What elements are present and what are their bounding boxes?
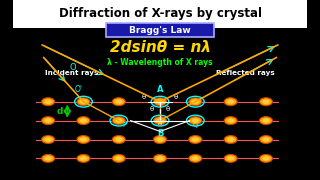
Circle shape (227, 118, 234, 123)
Text: λ - Wavelength of X rays: λ - Wavelength of X rays (107, 58, 213, 67)
Text: d: d (57, 107, 63, 116)
Circle shape (192, 100, 199, 104)
Circle shape (224, 117, 237, 125)
Circle shape (262, 100, 269, 104)
Circle shape (189, 154, 202, 162)
Circle shape (192, 137, 199, 142)
Circle shape (115, 100, 122, 104)
Circle shape (156, 137, 164, 142)
Circle shape (154, 136, 166, 143)
Text: O': O' (75, 85, 83, 94)
Circle shape (156, 100, 164, 104)
Circle shape (262, 118, 269, 123)
Circle shape (227, 100, 234, 104)
Circle shape (224, 136, 237, 143)
Circle shape (154, 117, 166, 125)
Circle shape (80, 100, 87, 104)
Circle shape (115, 118, 122, 123)
Circle shape (44, 100, 52, 104)
Circle shape (112, 98, 125, 106)
Text: θ: θ (166, 106, 170, 112)
Circle shape (80, 156, 87, 161)
Circle shape (260, 98, 272, 106)
Circle shape (77, 98, 90, 106)
Bar (13, 0, 307, 28)
Circle shape (154, 98, 166, 106)
Circle shape (42, 136, 55, 143)
Text: θ: θ (174, 94, 178, 100)
Circle shape (260, 117, 272, 125)
Circle shape (189, 117, 202, 125)
Text: Q: Q (193, 122, 198, 128)
Text: 2dsinθ = nλ: 2dsinθ = nλ (109, 40, 211, 55)
Circle shape (224, 98, 237, 106)
Text: d: d (158, 122, 162, 127)
Circle shape (77, 117, 90, 125)
Circle shape (42, 98, 55, 106)
Circle shape (154, 154, 166, 162)
Circle shape (260, 136, 272, 143)
Text: Incident rays: Incident rays (45, 70, 99, 76)
Circle shape (112, 136, 125, 143)
Text: P: P (123, 122, 127, 128)
Circle shape (115, 137, 122, 142)
Circle shape (77, 154, 90, 162)
Circle shape (42, 154, 55, 162)
Circle shape (44, 137, 52, 142)
Text: O: O (70, 63, 76, 72)
Text: Reflected rays: Reflected rays (216, 70, 275, 76)
Circle shape (80, 137, 87, 142)
Circle shape (262, 137, 269, 142)
Circle shape (112, 154, 125, 162)
Circle shape (42, 117, 55, 125)
Circle shape (192, 118, 199, 123)
Circle shape (227, 137, 234, 142)
Circle shape (112, 117, 125, 125)
Circle shape (77, 136, 90, 143)
Circle shape (189, 136, 202, 143)
Circle shape (115, 156, 122, 161)
Circle shape (44, 118, 52, 123)
Circle shape (156, 118, 164, 123)
Text: Diffraction of X-rays by crystal: Diffraction of X-rays by crystal (59, 7, 261, 21)
Circle shape (44, 156, 52, 161)
Circle shape (192, 156, 199, 161)
Circle shape (262, 156, 269, 161)
Text: Bragg's Law: Bragg's Law (129, 26, 191, 35)
Circle shape (224, 154, 237, 162)
Text: θ: θ (142, 94, 146, 100)
FancyBboxPatch shape (106, 23, 214, 37)
Circle shape (227, 156, 234, 161)
Text: θ: θ (150, 106, 154, 112)
Circle shape (80, 118, 87, 123)
Text: B: B (157, 129, 163, 138)
Text: A: A (157, 85, 163, 94)
Circle shape (260, 154, 272, 162)
Circle shape (156, 156, 164, 161)
Circle shape (189, 98, 202, 106)
